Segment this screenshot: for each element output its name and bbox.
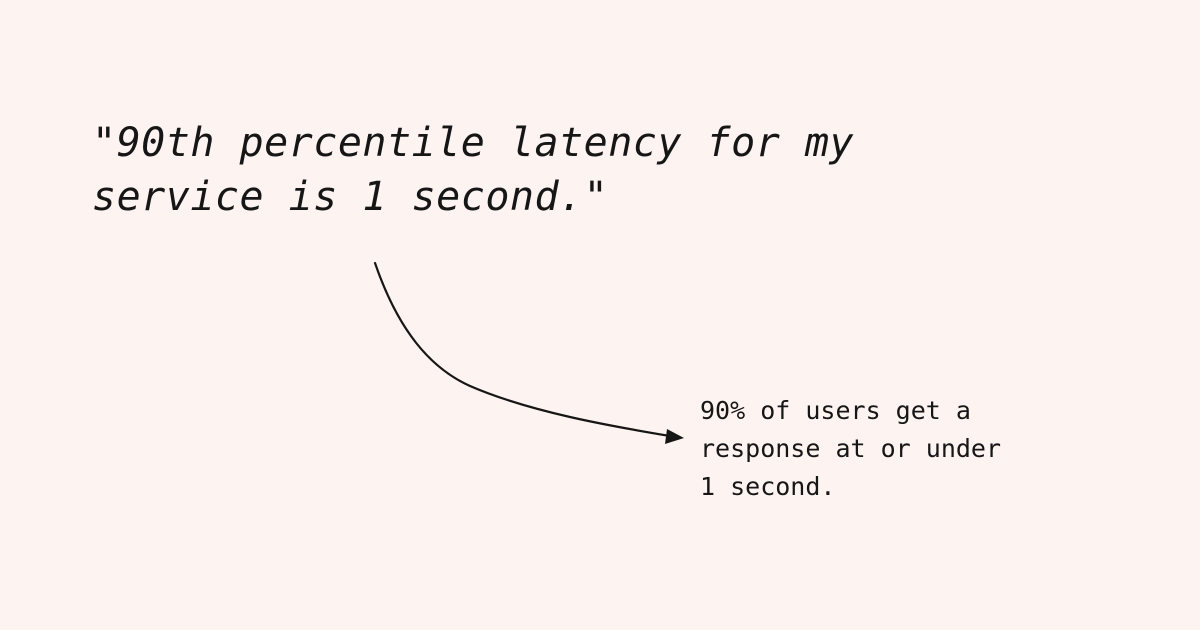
- explanation-line-2: response at or under: [700, 434, 1002, 463]
- explanation-line-3: 1 second.: [700, 472, 836, 501]
- percentile-explanation: 90% of users get a response at or under …: [700, 392, 1060, 506]
- arrow-curve: [373, 261, 672, 438]
- quote-line-2: service is 1 second.": [92, 174, 609, 220]
- explanation-line-1: 90% of users get a: [700, 396, 971, 425]
- quote-line-1: "90th percentile latency for my: [92, 120, 855, 166]
- latency-quote: "90th percentile latency for my service …: [92, 116, 912, 224]
- arrow-head: [665, 429, 684, 444]
